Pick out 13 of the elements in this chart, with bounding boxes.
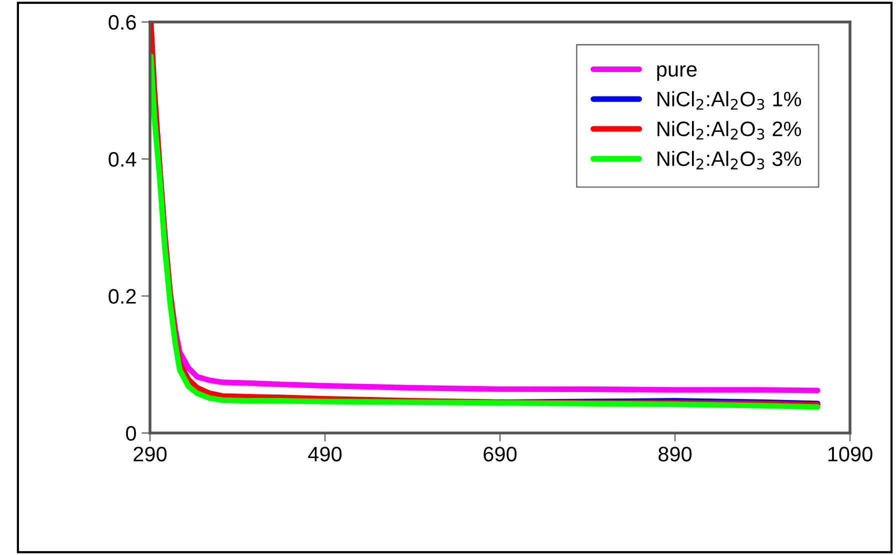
y-tick-label: 0.2: [108, 289, 136, 304]
legend-label: NiCl$_{2}$:Al$_{2}$O$_{3}$ 3%: [658, 150, 802, 170]
legend-label: NiCl$_{2}$:Al$_{2}$O$_{3}$ 2%: [658, 120, 802, 140]
x-tick-label: 890: [658, 446, 692, 462]
x-tick-label: 290: [134, 446, 167, 462]
y-tick-label: 0.6: [108, 15, 136, 30]
x-tick-label: 490: [308, 446, 342, 462]
y-tick-label: 0: [126, 426, 136, 441]
y-tick-label: 0.4: [108, 152, 136, 167]
x-tick-label: 1090: [828, 446, 872, 462]
legend-label: pure: [657, 65, 697, 81]
x-tick-label: 690: [484, 446, 517, 462]
legend-label: NiCl$_{2}$:Al$_{2}$O$_{3}$ 1%: [658, 91, 802, 110]
